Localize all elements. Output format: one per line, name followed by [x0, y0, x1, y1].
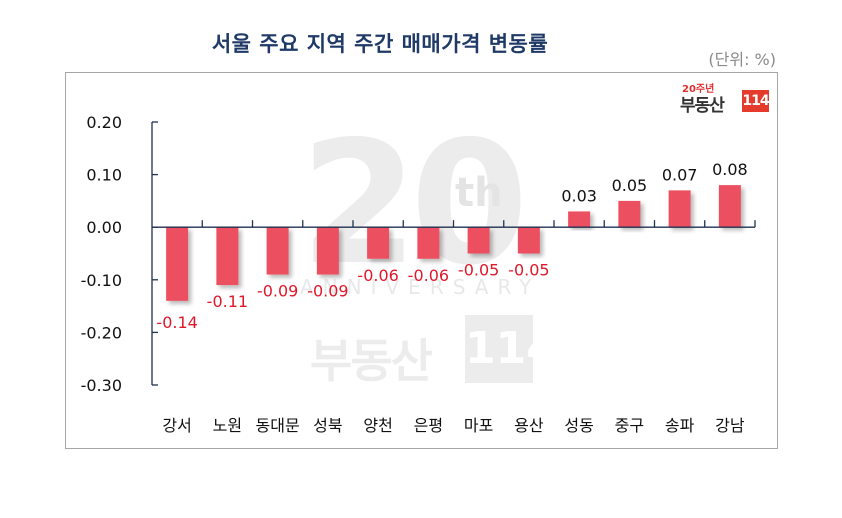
- unit-label: (단위: %): [708, 50, 776, 69]
- chart-frame: [65, 72, 778, 449]
- category-label: 은평: [414, 416, 443, 435]
- bar: [568, 211, 591, 228]
- y-tick-label: 0.10: [86, 166, 122, 185]
- value-label: -0.06: [357, 266, 398, 285]
- value-label: 0.03: [561, 186, 597, 205]
- logo-brand: 부동산: [680, 96, 725, 116]
- category-label: 송파: [665, 416, 695, 435]
- category-label: 동대문: [256, 416, 300, 435]
- category-label: 강남: [715, 416, 745, 435]
- y-tick-label: 0.20: [86, 113, 122, 132]
- value-label: -0.05: [458, 261, 499, 280]
- bar: [316, 227, 339, 275]
- bar: [517, 227, 540, 254]
- logo-number: 114: [742, 90, 770, 112]
- brand-logo: 20주년 부동산 114: [680, 80, 775, 118]
- value-label: -0.05: [508, 261, 549, 280]
- bar: [367, 227, 390, 259]
- watermark-brand: 부동산: [310, 334, 433, 388]
- bar: [718, 185, 741, 228]
- value-label: -0.09: [257, 282, 298, 301]
- category-label: 노원: [213, 416, 242, 435]
- category-labels: 강서 노원 동대문 성북 양천 은평 마포 용산 성동 중구 송파 강남: [162, 416, 744, 435]
- category-label: 중구: [615, 416, 644, 435]
- value-label: 0.08: [712, 160, 748, 179]
- bar: [417, 227, 440, 259]
- watermark-th: th: [455, 170, 503, 216]
- bar: [266, 227, 289, 275]
- value-label: -0.14: [156, 313, 197, 332]
- category-label: 용산: [514, 416, 544, 435]
- category-label: 성동: [564, 416, 593, 435]
- bar: [467, 227, 490, 254]
- bar: [618, 200, 641, 228]
- value-label: -0.06: [408, 266, 449, 285]
- chart-title: 서울 주요 지역 주간 매매가격 변동률: [211, 32, 549, 56]
- bar: [166, 227, 189, 301]
- bar: [216, 227, 239, 286]
- y-tick-label: -0.20: [81, 323, 122, 342]
- value-label: -0.09: [307, 282, 348, 301]
- x-axis: [152, 220, 756, 228]
- y-axis: 0.20 0.10 0.00 -0.10 -0.20 -0.30: [81, 113, 158, 395]
- watermark-anniversary: ANNIVERSARY: [300, 275, 541, 299]
- value-label: 0.07: [662, 165, 698, 184]
- y-tick-label: -0.10: [81, 271, 122, 290]
- anniversary-watermark: 20 th ANNIVERSARY 부동산 114: [300, 105, 557, 388]
- category-label: 양천: [363, 416, 392, 435]
- value-labels: -0.14 -0.11 -0.09 -0.09 -0.06 -0.06 -0.05 -0.05…: [156, 160, 747, 332]
- category-label: 마포: [464, 416, 493, 435]
- logo-anniversary: 20주년: [682, 84, 715, 95]
- value-label: -0.11: [207, 292, 248, 311]
- bar: [668, 190, 691, 228]
- category-label: 강서: [162, 416, 191, 435]
- category-label: 성북: [313, 416, 342, 435]
- y-tick-label: -0.30: [81, 376, 122, 395]
- value-label: 0.05: [612, 176, 648, 195]
- bar-series: [166, 185, 741, 301]
- y-tick-label: 0.00: [86, 218, 122, 237]
